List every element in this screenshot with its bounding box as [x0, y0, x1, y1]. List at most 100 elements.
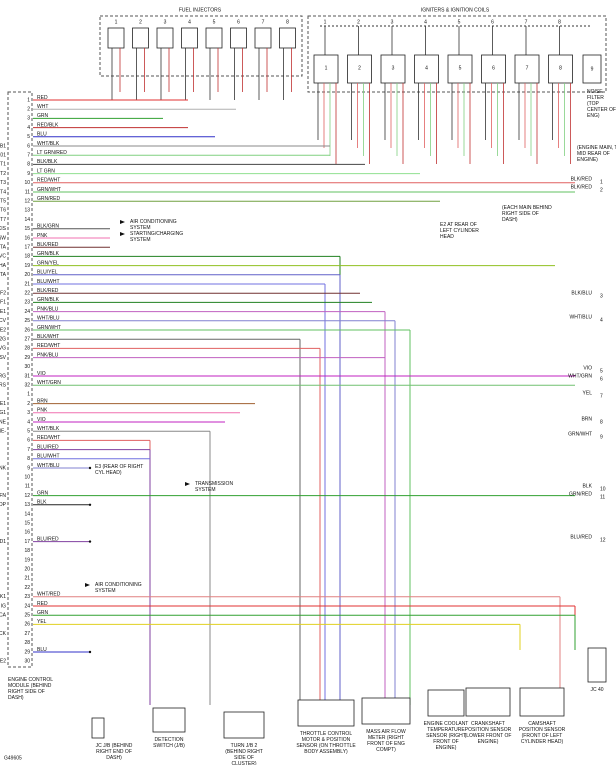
- wire-label: PNK/BLU: [37, 352, 59, 358]
- pin-signal: IGT1: [0, 162, 6, 168]
- pin-number: 6: [27, 143, 30, 149]
- pin-signal: G1: [0, 410, 6, 416]
- injector: [156, 27, 174, 49]
- pin-number: 9: [27, 171, 30, 177]
- coil: [380, 54, 406, 84]
- wire-label: RED: [37, 95, 48, 101]
- pin-signal: IGF1: [0, 300, 6, 306]
- pin-signal: LCK1: [0, 594, 6, 600]
- noise-filter-label: NOISE FILTER (TOP CENTER OF ENG): [587, 89, 616, 119]
- pin-number: 8: [27, 456, 30, 462]
- wire-label: RED/WHT: [37, 343, 60, 349]
- pin-signal: E01: [0, 153, 6, 159]
- component-label: CAMSHAFT POSITION SENSOR (FRONT OF LEFT CYL…: [519, 721, 566, 745]
- component-label: DETECTION SWITCH (J/B): [153, 737, 185, 749]
- wire-label: GRN: [37, 490, 49, 496]
- wire-label: WHT/BLU: [37, 463, 60, 469]
- pin-number: 29: [24, 649, 30, 655]
- injector: [107, 27, 125, 49]
- wire-label: RED/WHT: [37, 178, 60, 184]
- pin-number: 27: [24, 337, 30, 343]
- pin-signal: TFN: [0, 493, 6, 499]
- arrow: [120, 232, 125, 236]
- component: [361, 697, 411, 725]
- output-wire: GRN/RED: [569, 491, 592, 497]
- pin-number: 18: [24, 254, 30, 260]
- pin-signal: KNK: [0, 465, 7, 471]
- coil-number: 2: [357, 19, 360, 25]
- wire-label: WHT/BLU: [37, 316, 60, 322]
- pin-number: 15: [24, 226, 30, 232]
- pin-signal: PRG: [0, 373, 6, 379]
- arrow: [185, 482, 190, 486]
- pin-number: 28: [24, 346, 30, 352]
- component: [152, 707, 186, 733]
- component: [465, 687, 511, 717]
- output-number: 2: [600, 187, 603, 193]
- pin-signal: PRS: [0, 383, 7, 389]
- injector-number: 1: [115, 19, 118, 25]
- pin-number: 27: [24, 631, 30, 637]
- coil-number: 1: [325, 65, 328, 71]
- injector-number: 2: [139, 19, 142, 25]
- injector: [132, 27, 149, 49]
- note: E3 (REAR OF RIGHT CYL HEAD): [95, 464, 143, 476]
- ecm-label: ENGINE CONTROL MODULE (BEHIND RIGHT SIDE O…: [8, 677, 53, 701]
- pin-number: 11: [25, 484, 30, 490]
- pin-number: 25: [24, 318, 30, 324]
- pin-number: 20: [24, 272, 30, 278]
- component-label: THROTTLE CONTROL MOTOR & POSITION SENSOR (…: [296, 731, 356, 755]
- pin-signal: ACIS: [0, 226, 7, 232]
- coil-number: 2: [358, 65, 361, 71]
- component: [91, 717, 105, 739]
- wire-label: BLK/WHT: [37, 334, 59, 340]
- output-wire: BLK: [583, 483, 593, 489]
- injector-number: 8: [286, 19, 289, 25]
- wire-label: RED/WHT: [37, 435, 60, 441]
- coil: [414, 54, 439, 84]
- component: [519, 687, 565, 717]
- wire-label: BLU/YEL: [37, 270, 58, 276]
- note: AIR CONDITIONING SYSTEM: [95, 582, 142, 594]
- injector: [181, 27, 198, 49]
- injector: [230, 27, 247, 49]
- ecm-box: [7, 91, 33, 668]
- note: E2 AT REAR OF LEFT CYLINDER HEAD: [440, 222, 479, 240]
- pin-signal: IGT2: [0, 171, 6, 177]
- coil-number: 6: [492, 65, 495, 71]
- wire-label: VIO: [37, 417, 46, 423]
- pin-number: 30: [24, 659, 30, 665]
- pin-signal: THA: [0, 263, 7, 269]
- component-label: CRANKSHAFT POSITION SENSOR (LOWER FRONT OF…: [465, 721, 512, 745]
- coil-number: 3: [391, 19, 394, 25]
- coil-number: 6: [491, 19, 494, 25]
- figure-id: G49605: [4, 755, 22, 761]
- pin-number: 4: [27, 125, 30, 131]
- coil-number: 7: [526, 65, 529, 71]
- pin-signal: E1: [0, 401, 6, 407]
- wire-label: GRN/RED: [37, 196, 60, 202]
- note: STARTING/CHARGING SYSTEM: [130, 231, 183, 243]
- pin-number: 25: [24, 613, 30, 619]
- pin-signal: E2: [0, 659, 6, 665]
- coil: [447, 54, 473, 84]
- coil: [514, 54, 540, 84]
- pin-number: 4: [27, 419, 30, 425]
- pin-signal: STOP: [0, 502, 7, 508]
- pin-number: 17: [24, 539, 30, 545]
- pin-number: 26: [24, 622, 30, 628]
- coil: [347, 54, 372, 84]
- coil: [313, 54, 339, 84]
- pin-number: 22: [24, 291, 30, 297]
- wire-label: PNK/BLU: [37, 306, 59, 312]
- pin-number: 11: [25, 189, 30, 195]
- coil-number: 8: [559, 65, 562, 71]
- noise-filter: [582, 54, 602, 84]
- pin-number: 18: [24, 548, 30, 554]
- output-number: 6: [600, 376, 603, 382]
- component-label: JC J/B (BEHIND RIGHT END OF DASH): [96, 743, 133, 761]
- pin-number: 8: [27, 162, 30, 168]
- arrow: [120, 220, 125, 224]
- output-wire: BLK/BLU: [571, 290, 592, 296]
- wire-label: BLU/RED: [37, 536, 59, 542]
